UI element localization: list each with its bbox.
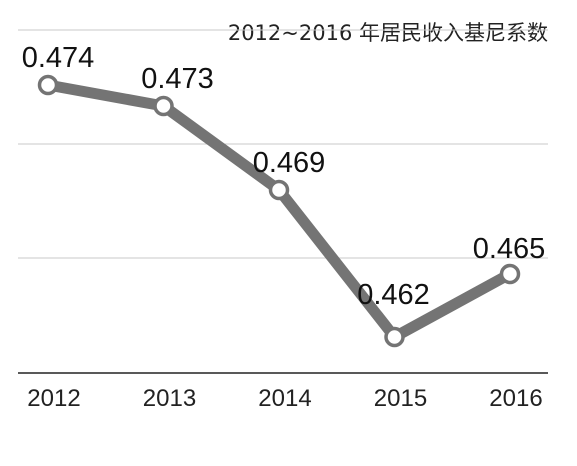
chart-title: 2012~2016 年居民收入基尼系数 xyxy=(228,21,548,45)
data-label-2013: 0.473 xyxy=(141,63,214,95)
data-point-2015 xyxy=(384,326,405,348)
gridlines xyxy=(18,29,548,259)
series-layer xyxy=(37,74,521,348)
x-tick-2014: 2014 xyxy=(258,385,311,412)
data-point-2014 xyxy=(268,179,290,201)
x-tick-2012: 2012 xyxy=(27,385,80,412)
data-label-2015: 0.462 xyxy=(357,279,430,311)
series-line xyxy=(42,79,516,343)
data-point-2013 xyxy=(153,95,174,117)
x-tick-2016: 2016 xyxy=(489,385,542,412)
data-label-2016: 0.465 xyxy=(473,233,546,265)
x-tick-2013: 2013 xyxy=(143,385,196,412)
data-label-2012: 0.474 xyxy=(22,42,95,74)
x-axis-ticks: 2012 2013 2014 2015 2016 xyxy=(27,385,542,412)
data-labels: 0.474 0.473 0.469 0.462 0.465 xyxy=(22,42,546,311)
data-point-2012 xyxy=(37,74,59,96)
data-label-2014: 0.469 xyxy=(253,147,326,179)
x-tick-2015: 2015 xyxy=(374,385,427,412)
data-point-2016 xyxy=(499,263,521,285)
